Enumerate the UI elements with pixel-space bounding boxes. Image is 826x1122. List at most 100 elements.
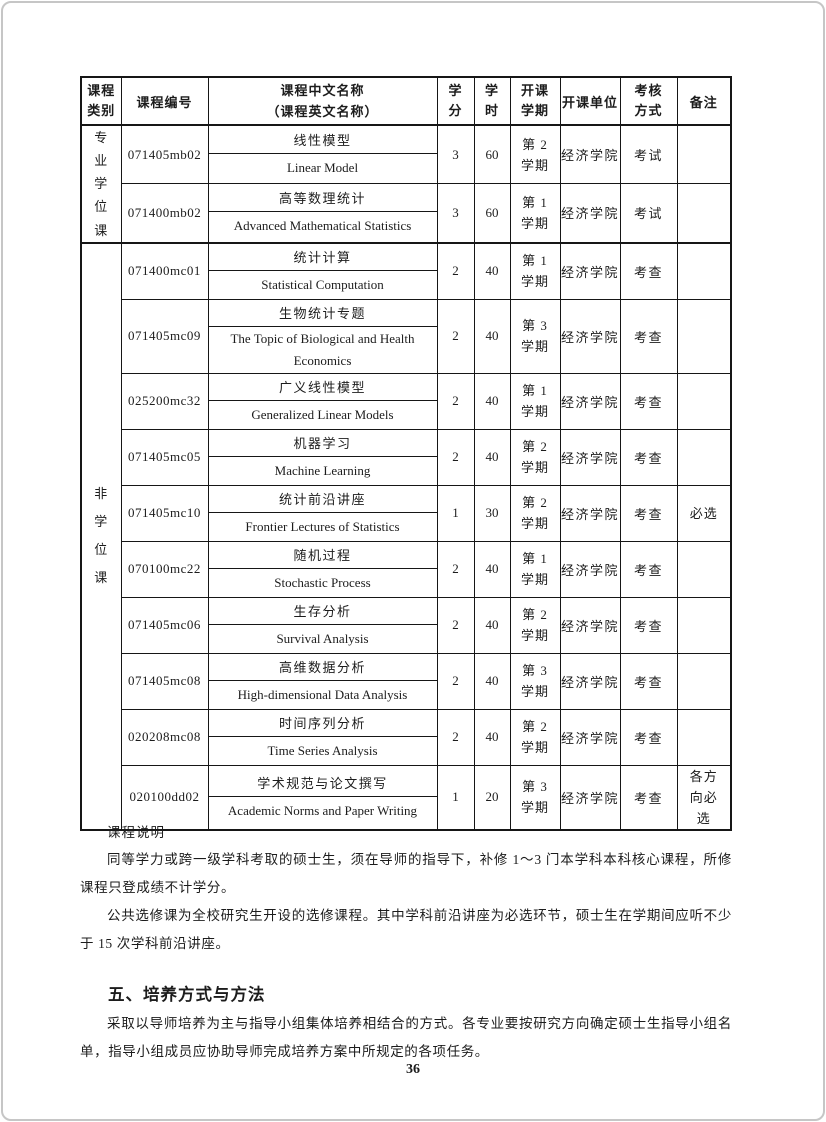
course-name-cell: 广义线性模型 Generalized Linear Models	[207, 372, 438, 430]
table-row: 020100dd02 学术规范与论文撰写 Academic Norms and …	[81, 764, 732, 831]
course-name-zh: 生物统计专题	[209, 300, 436, 327]
course-unit: 经济学院	[559, 540, 621, 598]
header-hours: 学时	[473, 76, 511, 126]
course-credits: 3	[436, 124, 475, 185]
course-name-zh: 线性模型	[209, 127, 436, 155]
semester-line1: 第 3	[522, 318, 548, 334]
course-note: 各方向必选	[676, 764, 732, 831]
course-name-zh: 高维数据分析	[209, 654, 436, 681]
notes-section: 课程说明 同等学力或跨一级学科考取的硕士生，须在导师的指导下，补修 1～3 门本…	[80, 820, 732, 1066]
course-code: 071405mc09	[120, 298, 209, 374]
course-note	[676, 428, 732, 486]
course-note	[676, 183, 732, 244]
semester-line1: 第 2	[522, 439, 548, 455]
course-note	[676, 540, 732, 598]
course-hours: 40	[473, 372, 511, 430]
table-row: 071405mc05 机器学习 Machine Learning 2 40 第 …	[81, 428, 732, 486]
table-row: 020208mc08 时间序列分析 Time Series Analysis 2…	[81, 708, 732, 766]
course-name-cell: 学术规范与论文撰写 Academic Norms and Paper Writi…	[207, 764, 438, 831]
course-note	[676, 124, 732, 185]
course-unit: 经济学院	[559, 428, 621, 486]
table-row: 070100mc22 随机过程 Stochastic Process 2 40 …	[81, 540, 732, 598]
page-number: 36	[406, 1062, 420, 1077]
course-unit: 经济学院	[559, 764, 621, 831]
course-credits: 2	[436, 298, 475, 374]
course-unit: 经济学院	[559, 372, 621, 430]
course-name-en: Statistical Computation	[261, 276, 384, 292]
course-code: 025200mc32	[120, 372, 209, 430]
semester-line1: 第 1	[522, 551, 548, 567]
course-name-cell: 高维数据分析 High-dimensional Data Analysis	[207, 652, 438, 710]
semester-line2: 学期	[520, 516, 549, 532]
course-unit: 经济学院	[559, 183, 621, 244]
course-name-en: Survival Analysis	[276, 630, 369, 646]
header-unit: 开课单位	[559, 76, 621, 126]
course-name-en: Machine Learning	[274, 462, 371, 478]
course-name-en: The Topic of Biological and Health Econo…	[230, 330, 415, 368]
course-credits: 2	[436, 428, 475, 486]
table-row: 071400mb02 高等数理统计 Advanced Mathematical …	[81, 183, 732, 244]
course-name-zh: 机器学习	[209, 430, 436, 457]
course-code: 071405mc06	[120, 596, 209, 654]
course-code: 071405mb02	[120, 124, 209, 185]
course-name-zh: 生存分析	[209, 598, 436, 625]
course-credits: 3	[436, 183, 475, 244]
course-semester: 第 1 学期	[509, 372, 561, 430]
course-code: 071405mc05	[120, 428, 209, 486]
course-name-en: Time Series Analysis	[267, 742, 378, 758]
header-credits: 学分	[436, 76, 475, 126]
notes-title: 课程说明	[107, 825, 165, 840]
course-hours: 40	[473, 298, 511, 374]
course-hours: 40	[473, 596, 511, 654]
semester-line2: 学期	[520, 800, 549, 816]
course-note	[676, 241, 732, 300]
course-hours: 40	[473, 540, 511, 598]
course-unit: 经济学院	[559, 298, 621, 374]
table-row: 071405mc10 统计前沿讲座 Frontier Lectures of S…	[81, 484, 732, 542]
course-name-zh: 高等数理统计	[209, 185, 436, 213]
course-semester: 第 3 学期	[509, 298, 561, 374]
course-semester: 第 3 学期	[509, 652, 561, 710]
course-code: 020100dd02	[120, 764, 209, 831]
course-assessment: 考查	[619, 484, 678, 542]
course-hours: 30	[473, 484, 511, 542]
header-category: 课程类别	[80, 76, 122, 126]
course-credits: 2	[436, 652, 475, 710]
table-row: 025200mc32 广义线性模型 Generalized Linear Mod…	[81, 372, 732, 430]
course-name-en: Stochastic Process	[274, 574, 371, 590]
semester-line2: 学期	[520, 157, 549, 173]
course-code: 070100mc22	[120, 540, 209, 598]
course-note	[676, 596, 732, 654]
course-assessment: 考查	[619, 372, 678, 430]
course-credits: 2	[436, 540, 475, 598]
course-name-cell: 生物统计专题 The Topic of Biological and Healt…	[207, 298, 438, 374]
course-name-en: Academic Norms and Paper Writing	[227, 802, 418, 818]
course-credits: 1	[436, 484, 475, 542]
course-note: 必选	[676, 484, 732, 542]
table-header-row: 课程类别 课程编号 课程中文名称 （课程英文名称） 学分 学时 开课学期 开课单…	[80, 76, 732, 126]
course-name-cell: 随机过程 Stochastic Process	[207, 540, 438, 598]
course-assessment: 考查	[619, 540, 678, 598]
course-credits: 2	[436, 372, 475, 430]
table-row: 071405mc08 高维数据分析 High-dimensional Data …	[81, 652, 732, 710]
section5-paragraph: 采取以导师培养为主与指导小组集体培养相结合的方式。各专业要按研究方向确定硕士生指…	[80, 1016, 732, 1059]
course-unit: 经济学院	[559, 124, 621, 185]
course-semester: 第 2 学期	[509, 428, 561, 486]
course-note	[676, 372, 732, 430]
header-code: 课程编号	[120, 76, 209, 126]
course-semester: 第 2 学期	[509, 596, 561, 654]
course-name-zh: 时间序列分析	[209, 710, 436, 737]
course-note	[676, 708, 732, 766]
course-note	[676, 652, 732, 710]
course-semester: 第 3 学期	[509, 764, 561, 831]
semester-line2: 学期	[520, 274, 549, 290]
course-name-zh: 统计计算	[209, 245, 436, 271]
header-course-name-en: （课程英文名称）	[266, 104, 379, 119]
course-credits: 2	[436, 596, 475, 654]
table-row: 071405mc09 生物统计专题 The Topic of Biologica…	[81, 298, 732, 374]
header-course-name-zh: 课程中文名称	[280, 82, 365, 98]
course-name-zh: 学术规范与论文撰写	[209, 770, 436, 797]
course-note	[676, 298, 732, 374]
category-cell-degree: 专业学位课	[80, 124, 122, 244]
course-credits: 1	[436, 764, 475, 831]
